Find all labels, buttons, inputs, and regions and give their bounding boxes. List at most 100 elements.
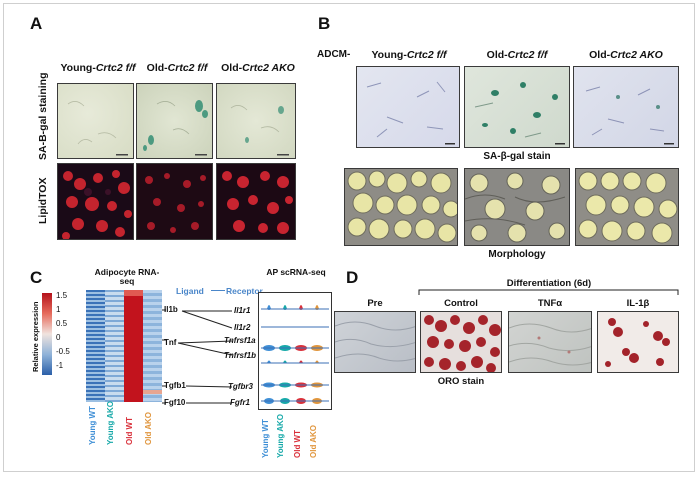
panel-d-tnfa-cells [509,323,591,366]
panel-a-sabgal-ako-image [216,83,296,159]
ap-scrnaseq-title: AP scRNA-seq [266,267,326,277]
panel-a-lipidtox-young-spots [62,170,132,239]
panel-d-label: D [346,268,359,287]
heatmap-col-young-ako [105,290,124,402]
panel-b-sabgal-old-image [464,66,570,148]
panel-b-row-prefix: ADCM- [317,49,351,60]
panel-b-col-2-header: Old-Crtc2 f/f [486,49,548,61]
panel-a-label: A [30,14,43,33]
heatmap-group-young-ako: Young AKO [106,401,115,445]
panel-d-header: Differentiation (6d) [506,278,592,289]
panel-a-lipidtox-ako-spots [222,171,293,234]
figure-frame [3,3,695,472]
violin-group-young-ako: Young AKO [276,414,285,458]
panel-d-col-tnfa: TNFα [537,298,563,309]
receptor-header: Receptor [226,286,263,296]
ap-violin-plot-box [258,292,332,410]
ligand-tgfb1: Tgfb1 [164,381,186,390]
violin-row-tgfbr3 [261,382,329,388]
scale-tick-6: -1 [56,361,64,370]
panel-d-control-image [420,311,502,373]
panel-a-sabgal-old-image [136,83,213,159]
heatmap-col-old-wt [124,290,143,402]
receptor-tgfbr3: Tgfbr3 [228,382,253,391]
ligand-fgf10: Fgf10 [164,398,186,407]
heatmap-group-old-ako: Old AKO [144,411,153,445]
panel-b-sabgal-ako-image [573,66,679,148]
panel-a-row-2-label: LipidTOX [37,177,49,224]
panel-b-morph-young-droplets [347,170,457,243]
ligand-tnf: Tnf [164,338,177,347]
panel-b-sabgal-old-cells [474,82,565,145]
violin-group-old-wt: Old WT [293,430,302,458]
receptor-il1r1: Il1r1 [234,306,251,315]
scale-tick-2: 1 [56,305,61,314]
panel-b-morph-old-droplets [465,172,566,243]
adipocyte-heatmap [86,290,162,402]
ligand-il1b: Il1b [164,305,178,314]
violin-group-young-wt: Young WT [261,419,270,458]
color-scale-bar [42,293,52,375]
panel-b-morph-old-image [464,168,570,246]
violin-row-tnfrsf1a [261,345,329,351]
ligand-header: Ligand [176,286,204,296]
heatmap-col-young-wt [86,290,105,402]
panel-b-caption-sabgal: SA-β-gal stain [483,151,551,162]
scale-tick-5: -0.5 [56,347,70,356]
panel-d-il1b-image [597,311,679,373]
ligand-receptor-links [162,309,233,404]
violin-row-il1r1 [261,305,329,310]
ap-violin-plots [261,305,329,404]
panel-a-sabgal-young-image [57,83,134,159]
panel-d-col-il1b: IL-1β [626,298,650,309]
panel-a-col-1-header: Young-Crtc2 f/f [60,62,136,74]
panel-b-sabgal-young-cells [366,81,455,145]
panel-a-lipidtox-old-spots [145,173,206,233]
heatmap-group-young-wt: Young WT [88,406,97,445]
panel-d-tnfa-image [508,311,592,373]
receptor-tnfrsf1b: Tnfrsf1b [224,351,256,360]
panel-a-sabgal-ako-cells [230,105,289,156]
panel-b-caption-morphology: Morphology [488,249,546,260]
scale-tick-3: 0.5 [56,319,68,328]
panel-b-morph-young-image [344,168,458,246]
heatmap-group-old-wt: Old WT [125,417,134,445]
panel-b-col-3-header: Old-Crtc2 AKO [589,49,663,61]
panel-a-lipidtox-young-image [57,163,134,240]
violin-group-old-ako: Old AKO [309,424,318,458]
panel-a-row-1-label: SA-B-gal staining [37,72,49,160]
panel-d-col-control: Control [444,298,478,309]
panel-c-label: C [30,268,43,287]
scale-tick-1: 1.5 [56,291,68,300]
panel-a-col-3-header: Old-Crtc2 AKO [221,62,295,74]
panel-d-col-pre: Pre [367,298,383,309]
panel-d-caption: ORO stain [437,376,485,387]
violin-row-tnfrsf1b [261,360,329,364]
panel-b-col-1-header: Young-Crtc2 f/f [371,49,447,61]
receptor-tnfrsf1a: Tnfrsf1a [224,336,256,345]
panel-a-col-2-header: Old-Crtc2 f/f [146,62,208,74]
panel-a-sabgal-old-cells [143,100,208,156]
heatmap-title: Adipocyte RNA-seq [94,267,160,286]
heatmap-grid [86,290,162,402]
panel-a-lipidtox-ako-image [216,163,296,240]
panel-d-il1b-droplets [605,318,670,367]
panel-a-sabgal-young-cells [67,101,128,156]
scale-tick-4: 0 [56,333,61,342]
receptor-fgfr1: Fgfr1 [230,398,250,407]
panel-b-sabgal-ako-cells [585,86,674,145]
violin-row-fgfr1 [261,398,329,404]
panel-b-label: B [318,14,331,33]
panel-d-pre-cells [335,321,415,362]
panel-b-morph-ako-droplets [578,171,678,244]
heatmap-col-old-ako [143,290,162,402]
panel-a-lipidtox-old-image [136,163,213,240]
panel-d-control-droplets [424,315,501,372]
panel-b-sabgal-young-image [356,66,460,148]
receptor-il1r2: Il1r2 [234,323,251,332]
panel-b-morph-ako-image [575,168,679,246]
panel-d-pre-image [334,311,416,373]
scale-axis-label: Relative expression [31,301,40,372]
panel-d-bracket [418,289,679,295]
ligand-receptor-divider [211,290,225,291]
